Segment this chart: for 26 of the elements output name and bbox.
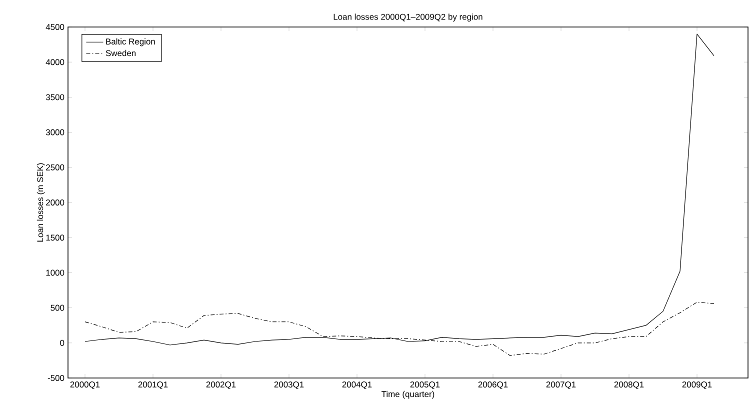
y-tick-label: 500	[50, 304, 64, 311]
x-tick-label: 2004Q1	[342, 382, 372, 390]
chart-title: Loan losses 2000Q1–2009Q2 by region	[334, 14, 482, 22]
y-tick-label: 3500	[46, 94, 64, 100]
y-tick-label: 2500	[46, 164, 64, 170]
y-tick-label: 4500	[46, 24, 64, 30]
y-tick-label: 4000	[46, 59, 64, 66]
x-tick-label: 2000Q1	[70, 382, 100, 390]
x-tick-label: 2001Q1	[138, 382, 168, 390]
x-tick-label: 2007Q1	[546, 382, 576, 390]
x-tick-label: 2006Q1	[478, 382, 508, 390]
x-tick-label: 2009Q1	[682, 382, 712, 390]
y-axis-title: Loan losses (m SEK)	[36, 163, 45, 242]
x-tick-label: 2002Q1	[206, 382, 236, 390]
y-tick-label: 1000	[46, 270, 64, 276]
x-tick-label: 2008Q1	[614, 382, 644, 390]
y-tick-label: 1500	[46, 234, 64, 241]
y-tick-label: 3000	[46, 129, 64, 136]
x-axis-title: Time (quarter)	[382, 390, 434, 399]
y-tick-label: 2000	[46, 200, 64, 206]
legend-label: Baltic Region	[106, 38, 155, 46]
y-tick-label: -500	[48, 375, 64, 381]
x-tick-label: 2003Q1	[274, 382, 304, 390]
x-tick-label: 2005Q1	[410, 382, 440, 390]
y-tick-label: 0	[60, 340, 64, 346]
legend-label: Sweden	[106, 50, 136, 56]
